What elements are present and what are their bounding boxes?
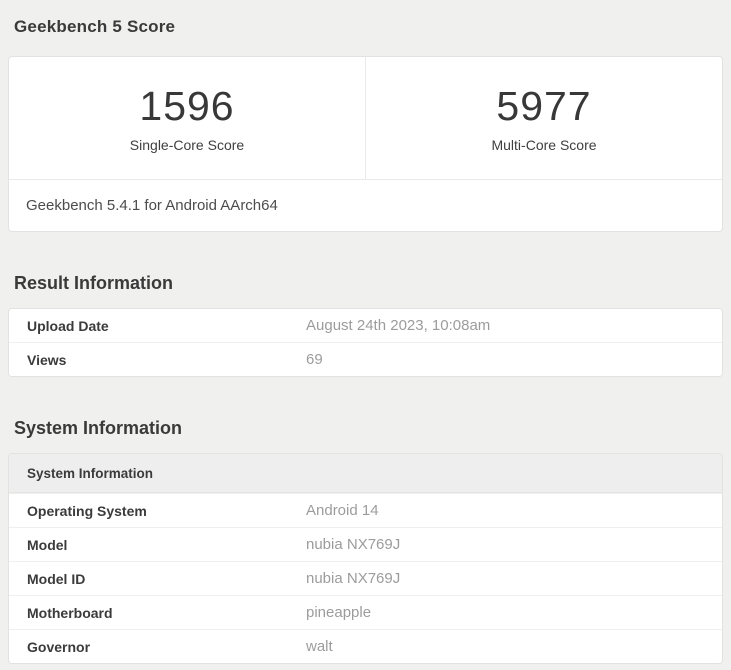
motherboard-value: pineapple <box>306 604 372 621</box>
geekbench-version-footnote: Geekbench 5.4.1 for Android AArch64 <box>9 179 722 231</box>
multi-core-score-label: Multi-Core Score <box>491 136 597 153</box>
model-id-label: Model ID <box>27 570 86 587</box>
single-core-score-label: Single-Core Score <box>129 136 245 153</box>
views-value: 69 <box>306 351 323 368</box>
table-row: Views 69 <box>9 342 722 376</box>
motherboard-label: Motherboard <box>27 604 113 621</box>
multi-core-score-cell: 5977 Multi-Core Score <box>366 57 722 179</box>
score-row: 1596 Single-Core Score 5977 Multi-Core S… <box>9 57 722 179</box>
operating-system-label: Operating System <box>27 502 147 519</box>
single-core-score-value: 1596 <box>139 82 235 129</box>
table-row: Operating System Android 14 <box>9 493 722 527</box>
views-label: Views <box>27 351 67 368</box>
table-row: Motherboard pineapple <box>9 595 722 629</box>
model-label: Model <box>27 536 68 553</box>
model-value: nubia NX769J <box>306 536 401 553</box>
operating-system-value: Android 14 <box>306 502 379 519</box>
table-row: Model ID nubia NX769J <box>9 561 722 595</box>
system-information-heading: System Information <box>14 418 183 438</box>
score-card: 1596 Single-Core Score 5977 Multi-Core S… <box>8 56 723 232</box>
table-row: Model nubia NX769J <box>9 527 722 561</box>
result-information-heading: Result Information <box>14 273 174 293</box>
page-title: Geekbench 5 Score <box>14 17 176 36</box>
model-id-value: nubia NX769J <box>306 570 401 587</box>
result-information-table: Upload Date August 24th 2023, 10:08am Vi… <box>8 308 723 377</box>
governor-value: walt <box>306 638 333 655</box>
upload-date-value: August 24th 2023, 10:08am <box>306 317 491 334</box>
table-row: Governor walt <box>9 629 722 663</box>
multi-core-score-value: 5977 <box>496 82 592 129</box>
system-information-table: System Information Operating System Andr… <box>8 453 723 664</box>
governor-label: Governor <box>27 638 91 655</box>
system-information-table-header: System Information <box>9 454 722 493</box>
table-row: Upload Date August 24th 2023, 10:08am <box>9 309 722 342</box>
single-core-score-cell: 1596 Single-Core Score <box>9 57 366 179</box>
upload-date-label: Upload Date <box>27 317 109 334</box>
